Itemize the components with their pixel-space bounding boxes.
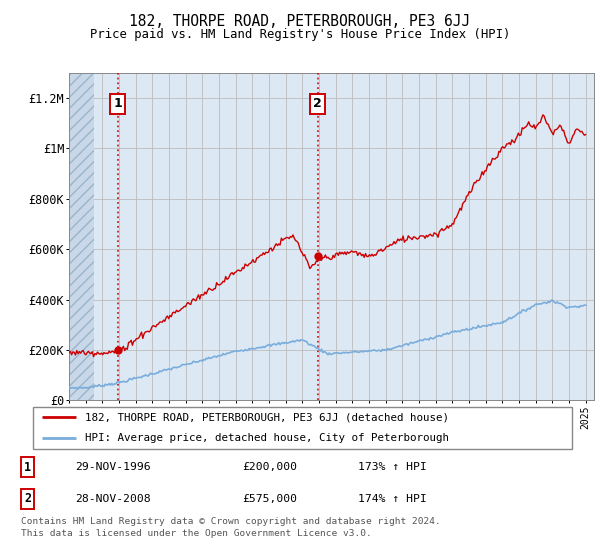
Text: £200,000: £200,000 — [242, 462, 298, 472]
Text: 173% ↑ HPI: 173% ↑ HPI — [358, 462, 427, 472]
Text: 182, THORPE ROAD, PETERBOROUGH, PE3 6JJ (detached house): 182, THORPE ROAD, PETERBOROUGH, PE3 6JJ … — [85, 412, 449, 422]
Text: 174% ↑ HPI: 174% ↑ HPI — [358, 494, 427, 504]
Bar — [69, 73, 94, 400]
Text: Contains HM Land Registry data © Crown copyright and database right 2024.
This d: Contains HM Land Registry data © Crown c… — [20, 517, 440, 538]
Text: 28-NOV-2008: 28-NOV-2008 — [76, 494, 151, 504]
Text: 1: 1 — [113, 97, 122, 110]
Text: 2: 2 — [24, 492, 31, 505]
Text: HPI: Average price, detached house, City of Peterborough: HPI: Average price, detached house, City… — [85, 433, 449, 444]
Text: 2: 2 — [313, 97, 322, 110]
Text: 29-NOV-1996: 29-NOV-1996 — [76, 462, 151, 472]
FancyBboxPatch shape — [33, 407, 572, 449]
Text: Price paid vs. HM Land Registry's House Price Index (HPI): Price paid vs. HM Land Registry's House … — [90, 28, 510, 41]
Text: £575,000: £575,000 — [242, 494, 298, 504]
Text: 182, THORPE ROAD, PETERBOROUGH, PE3 6JJ: 182, THORPE ROAD, PETERBOROUGH, PE3 6JJ — [130, 14, 470, 29]
Bar — [69, 73, 94, 400]
Text: 1: 1 — [24, 461, 31, 474]
